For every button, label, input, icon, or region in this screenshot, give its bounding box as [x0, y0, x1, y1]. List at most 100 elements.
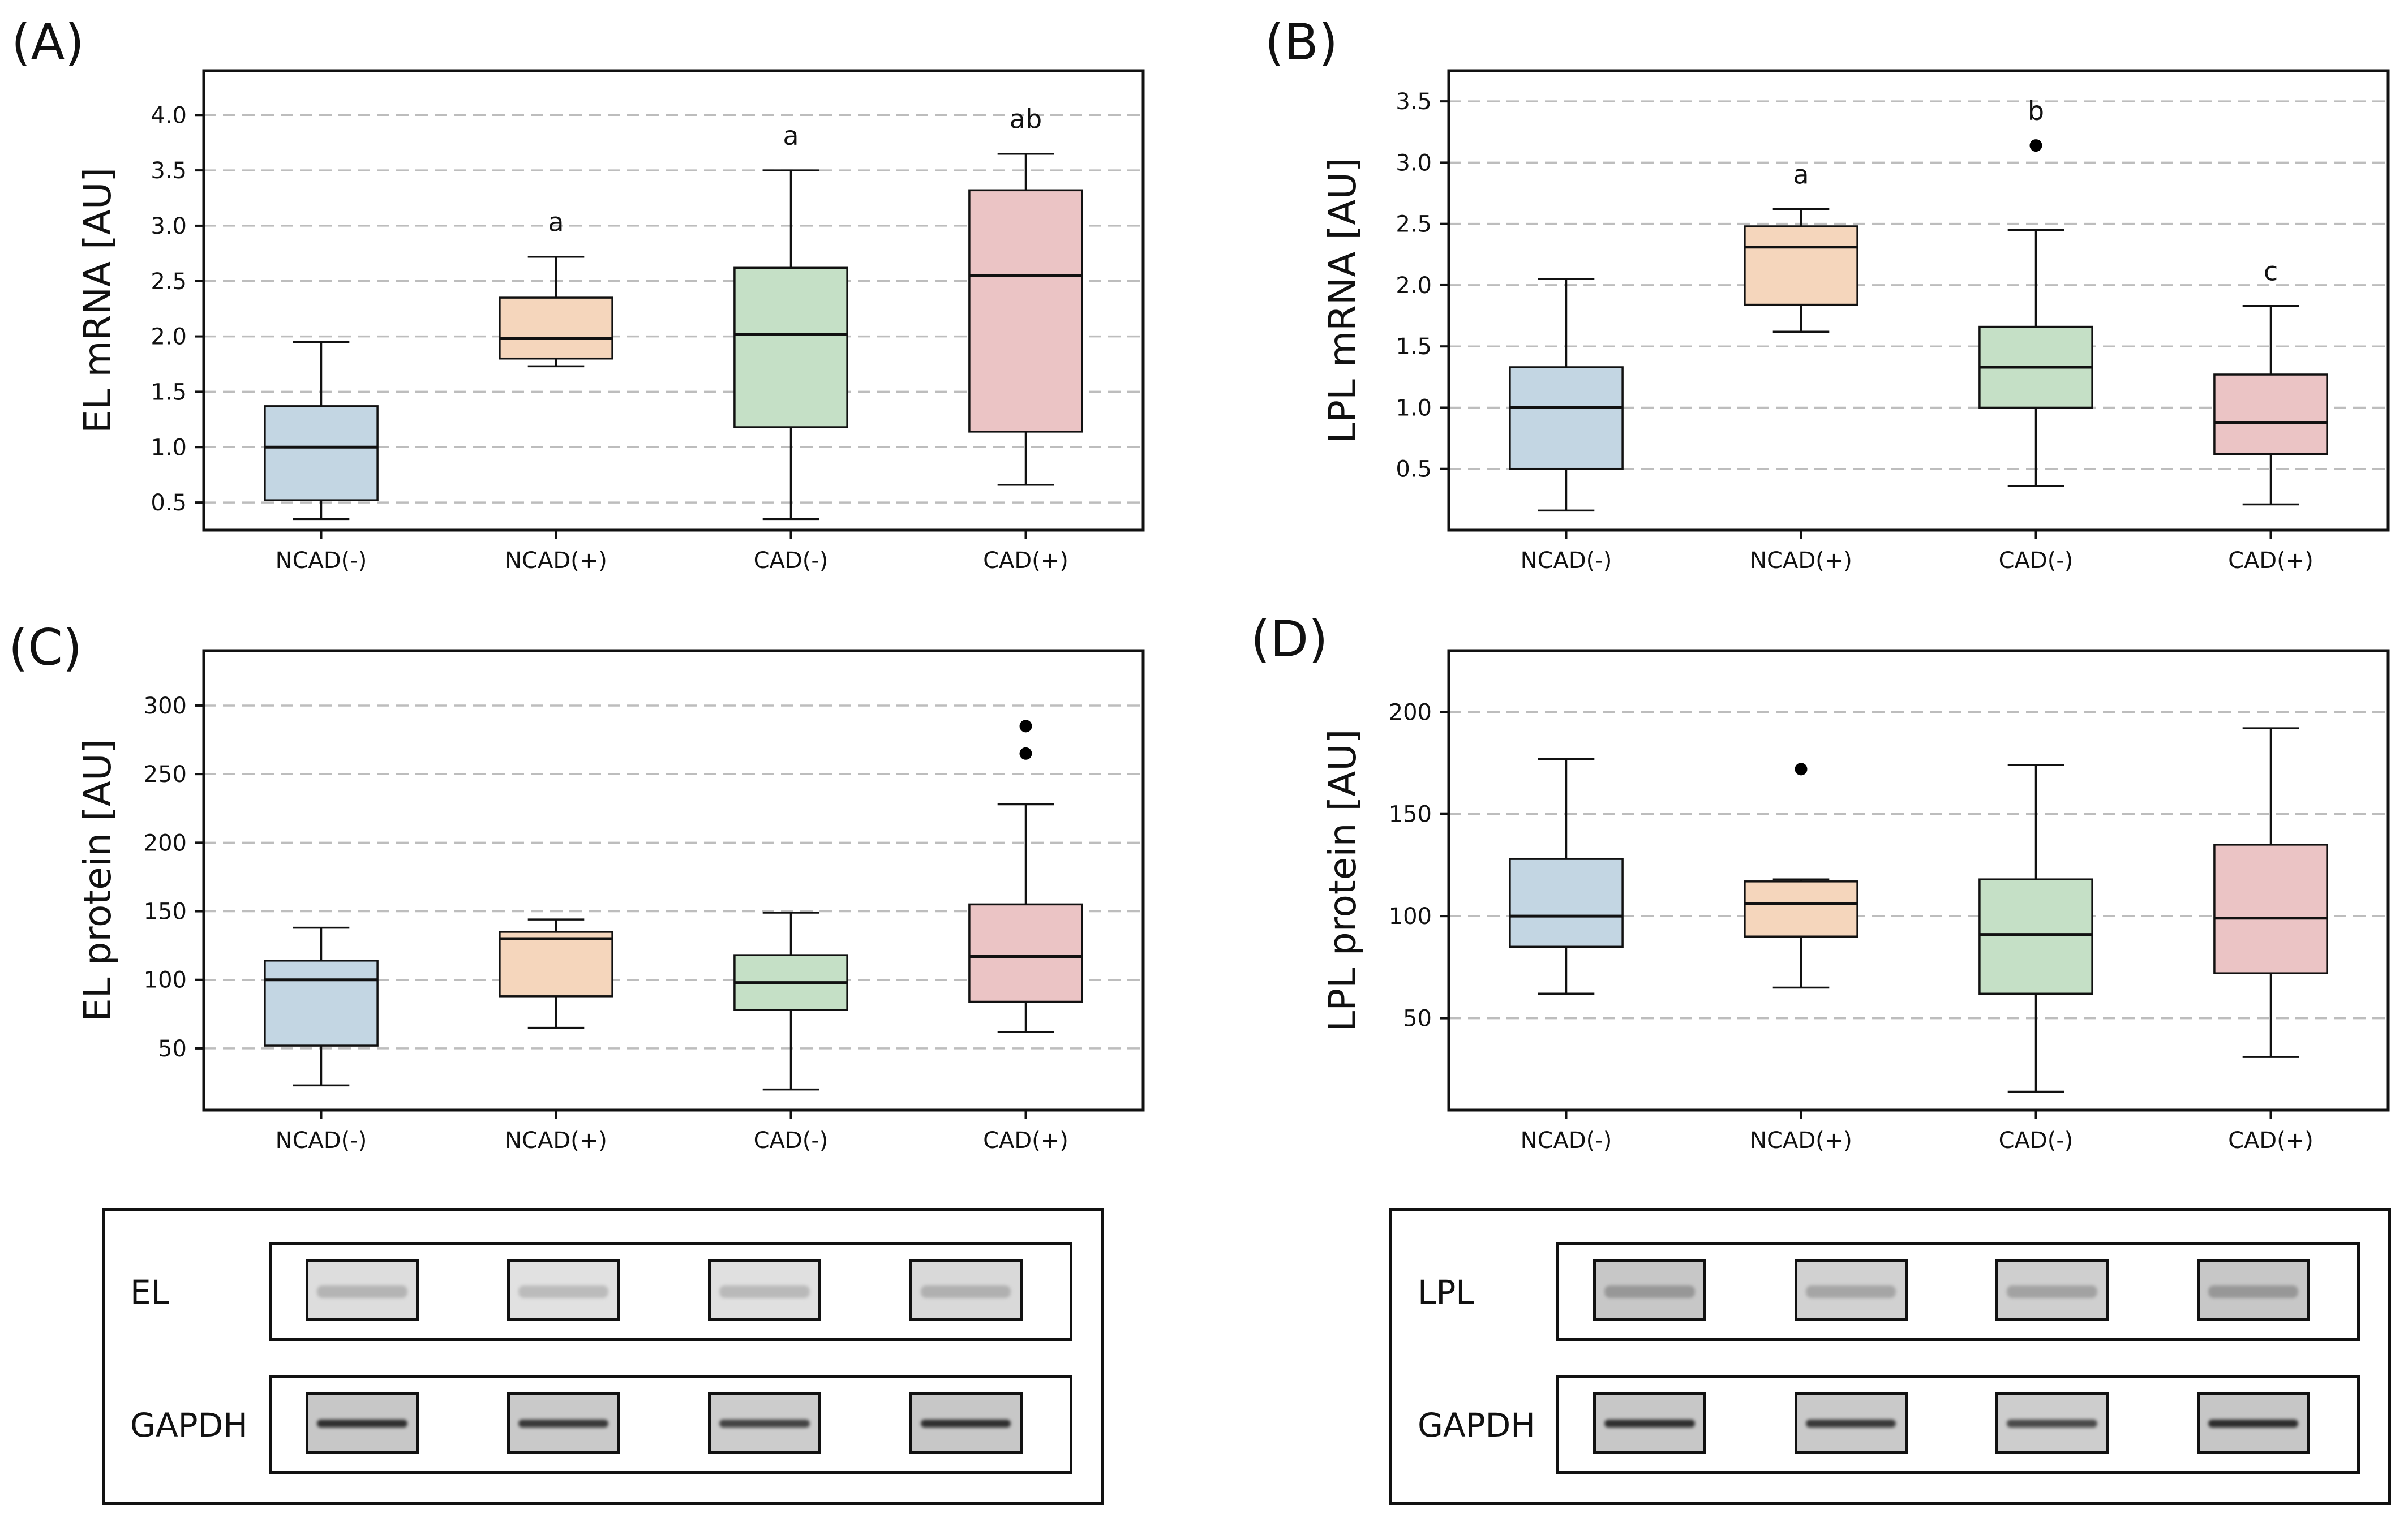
- blot-lane: [1794, 1259, 1908, 1321]
- outlier-point: [1019, 747, 1032, 760]
- box-NCAD(+): a: [499, 207, 613, 368]
- blot-lane: [1593, 1392, 1706, 1454]
- y-tick-label: 1.0: [151, 435, 187, 461]
- x-tick-label: CAD(-): [1999, 548, 2074, 574]
- blot-lane: [1995, 1392, 2109, 1454]
- blot-band: [518, 1285, 609, 1298]
- blot-band: [1805, 1285, 1896, 1298]
- y-tick-label: 2.5: [1396, 212, 1432, 238]
- blot-lane: [306, 1392, 419, 1454]
- significance-label: a: [783, 121, 799, 151]
- panel-label: (A): [11, 13, 84, 71]
- box-CAD(-): b: [1978, 96, 2093, 487]
- y-tick-label: 4.0: [151, 102, 187, 128]
- blot-row-target: [269, 1242, 1072, 1341]
- significance-label: c: [2264, 256, 2278, 287]
- blot-row-target: [1556, 1242, 2360, 1341]
- x-tick-label: CAD(+): [2228, 1128, 2313, 1154]
- panel-b: (B) 0.5 1.0 1.5 2.0 2.5 3.0 3.5 LPL mRNA [AU] NCA…: [1265, 13, 2390, 574]
- blot-panel-left: EL GAPDH: [102, 1208, 1104, 1505]
- box-CAD(-): [1978, 764, 2093, 1093]
- box-iqr: [733, 266, 848, 428]
- y-tick-label: 1.5: [1396, 334, 1432, 360]
- blot-loading-label: GAPDH: [1418, 1406, 1535, 1444]
- blot-band: [2208, 1285, 2299, 1298]
- box-CAD(+): [2213, 727, 2328, 1058]
- x-tick-label: NCAD(+): [1750, 1128, 1852, 1154]
- y-tick-label: 0.5: [1396, 457, 1432, 483]
- box-iqr: [968, 903, 1083, 1003]
- panel-d: (D) 50 100 150 200 LPL protein [AU] NCAD(-) NCA…: [1251, 610, 2390, 1154]
- box-iqr: [1744, 880, 1858, 938]
- significance-label: a: [1793, 160, 1809, 190]
- blot-band: [518, 1420, 609, 1428]
- y-tick-label: 3.0: [1396, 150, 1432, 176]
- y-tick-label: 100: [1389, 904, 1432, 930]
- blot-band: [317, 1420, 407, 1428]
- box-iqr: [2213, 373, 2328, 455]
- panel-label: (D): [1251, 610, 1328, 668]
- blot-lane: [708, 1259, 821, 1321]
- box-NCAD(-): [264, 341, 379, 521]
- blot-band: [1604, 1420, 1695, 1428]
- y-tick-label: 2.0: [1396, 273, 1432, 299]
- box-iqr: [1509, 366, 1624, 470]
- y-tick-label: 2.0: [151, 324, 187, 350]
- box-NCAD(+): [1744, 763, 1858, 989]
- x-tick-label: NCAD(-): [276, 548, 367, 574]
- box-iqr: [499, 296, 613, 360]
- axes-frame: [202, 69, 1145, 532]
- y-tick-label: 150: [1389, 802, 1432, 828]
- y-tick-label: 50: [1403, 1006, 1432, 1032]
- x-tick-label: CAD(+): [983, 1128, 1068, 1154]
- blot-lane: [1593, 1259, 1706, 1321]
- blot-lane: [507, 1392, 620, 1454]
- axes-frame: [202, 649, 1145, 1112]
- x-tick-label: CAD(+): [983, 548, 1068, 574]
- y-tick-label: 300: [144, 693, 187, 719]
- box-CAD(+): c: [2213, 256, 2328, 506]
- box-iqr: [1744, 225, 1858, 306]
- y-tick-label: 2.5: [151, 269, 187, 295]
- box-NCAD(-): [1509, 278, 1624, 512]
- blot-row-loading: [269, 1375, 1072, 1474]
- x-tick-label: NCAD(-): [276, 1128, 367, 1154]
- y-axis-label: LPL mRNA [AU]: [1321, 158, 1364, 444]
- box-NCAD(-): [1509, 758, 1624, 995]
- x-tick-label: NCAD(+): [505, 548, 607, 574]
- y-tick-label: 1.0: [1396, 395, 1432, 421]
- blot-loading-label: GAPDH: [130, 1406, 248, 1444]
- y-tick-label: 200: [1389, 699, 1432, 725]
- y-tick-label: 250: [144, 762, 187, 788]
- blot-lane: [2196, 1259, 2310, 1321]
- blot-band: [719, 1285, 810, 1298]
- y-axis-label: LPL protein [AU]: [1321, 729, 1364, 1032]
- outlier-point: [1019, 720, 1032, 733]
- y-tick-label: 1.5: [151, 379, 187, 405]
- x-tick-label: CAD(-): [1999, 1128, 2074, 1154]
- x-tick-label: NCAD(+): [505, 1128, 607, 1154]
- blot-band: [920, 1420, 1011, 1428]
- box-iqr: [2213, 844, 2328, 974]
- blot-panel-right: LPL GAPDH: [1389, 1208, 2391, 1505]
- box-NCAD(+): a: [1744, 160, 1858, 333]
- x-tick-label: NCAD(-): [1521, 1128, 1612, 1154]
- x-tick-label: CAD(+): [2228, 548, 2313, 574]
- x-tick-label: CAD(-): [754, 1128, 829, 1154]
- box-NCAD(-): [264, 926, 379, 1087]
- blot-band: [317, 1285, 407, 1298]
- outlier-point: [1795, 763, 1808, 776]
- blot-band: [719, 1420, 810, 1428]
- panel-label: (B): [1265, 13, 1338, 71]
- blot-lane: [708, 1392, 821, 1454]
- blot-target-label: LPL: [1418, 1273, 1474, 1312]
- y-tick-label: 3.0: [151, 213, 187, 239]
- box-NCAD(+): [499, 918, 613, 1029]
- blot-band: [2007, 1285, 2097, 1298]
- blot-band: [2007, 1420, 2097, 1428]
- significance-label: b: [2028, 96, 2044, 126]
- blot-band: [920, 1285, 1011, 1298]
- blot-lane: [1794, 1392, 1908, 1454]
- box-iqr: [264, 405, 379, 501]
